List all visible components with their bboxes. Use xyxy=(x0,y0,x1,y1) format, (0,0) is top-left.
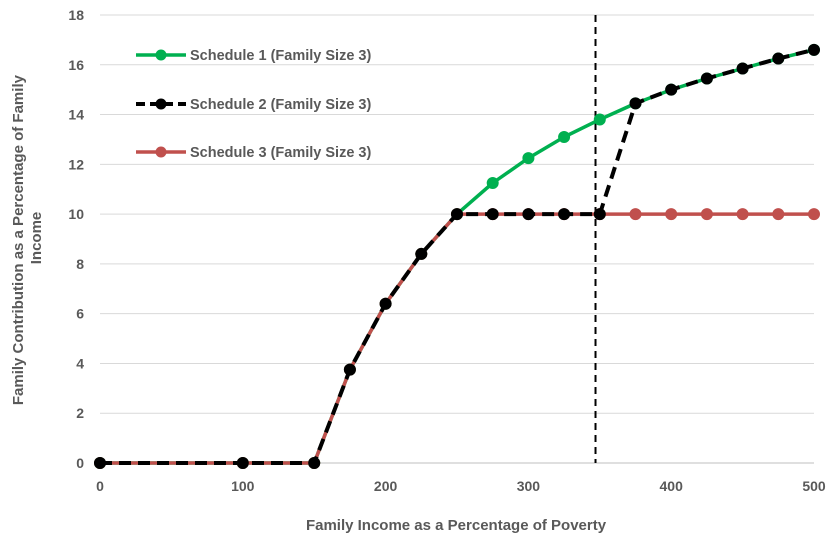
data-point xyxy=(415,247,428,260)
x-tick-label: 0 xyxy=(96,478,104,494)
legend-swatch-marker xyxy=(155,146,167,158)
series-2 xyxy=(94,43,820,469)
data-point xyxy=(736,62,749,75)
data-point xyxy=(486,208,499,221)
data-point xyxy=(593,208,606,221)
data-point xyxy=(558,130,571,143)
y-axis-title-line-1: Family Contribution as a Percentage of F… xyxy=(10,74,27,405)
x-tick-label: 100 xyxy=(231,478,255,494)
y-tick-label: 4 xyxy=(76,355,84,371)
x-tick-label: 300 xyxy=(517,478,541,494)
y-tick-label: 18 xyxy=(68,7,84,23)
data-point xyxy=(522,208,535,221)
legend: Schedule 1 (Family Size 3) Schedule 2 (Fa… xyxy=(136,48,371,161)
y-tick-label: 6 xyxy=(76,306,84,322)
y-tick-label: 10 xyxy=(68,206,84,222)
data-point xyxy=(236,457,249,469)
data-point xyxy=(629,97,642,110)
data-point xyxy=(451,208,463,221)
data-point xyxy=(522,152,535,165)
data-point xyxy=(665,208,678,221)
data-point xyxy=(94,457,106,469)
series-3 xyxy=(94,208,820,469)
data-point xyxy=(308,457,321,469)
data-point xyxy=(593,113,606,126)
series-group xyxy=(94,43,820,469)
y-axis-title-line-2: Income xyxy=(28,212,45,265)
data-point xyxy=(736,208,749,221)
x-axis-title: Family Income as a Percentage of Poverty xyxy=(306,517,607,534)
y-tick-label: 2 xyxy=(76,405,84,421)
data-point xyxy=(486,177,499,189)
data-point xyxy=(700,208,713,221)
legend-item-1: Schedule 1 (Family Size 3) xyxy=(136,48,371,64)
data-point xyxy=(343,363,356,376)
data-point xyxy=(700,72,713,85)
data-point xyxy=(379,297,392,310)
y-axis-title: Family Contribution as a Percentage of F… xyxy=(10,71,45,405)
y-tick-label: 0 xyxy=(76,455,84,471)
legend-item-2: Schedule 2 (Family Size 3) xyxy=(136,97,371,113)
legend-label: Schedule 3 (Family Size 3) xyxy=(190,145,371,161)
x-tick-label: 500 xyxy=(802,478,826,494)
data-point xyxy=(558,208,571,221)
legend-label: Schedule 1 (Family Size 3) xyxy=(190,48,371,64)
legend-swatch-marker xyxy=(155,49,167,61)
y-tick-label: 8 xyxy=(76,256,84,272)
data-point xyxy=(808,43,820,56)
legend-label: Schedule 2 (Family Size 3) xyxy=(190,97,371,113)
data-point xyxy=(772,52,785,65)
x-tick-label: 400 xyxy=(660,478,684,494)
legend-swatch-marker xyxy=(155,98,167,110)
legend-item-3: Schedule 3 (Family Size 3) xyxy=(136,145,371,161)
data-point xyxy=(772,208,785,221)
y-tick-label: 12 xyxy=(68,156,84,172)
data-point xyxy=(808,208,820,221)
axes: 0 2 4 6 8 10 12 14 16 18 0 100 200 300 400 500 xyxy=(68,7,825,494)
data-point xyxy=(629,208,642,221)
y-tick-label: 16 xyxy=(68,57,84,73)
y-tick-label: 14 xyxy=(68,107,84,123)
series-line xyxy=(100,212,814,465)
data-point xyxy=(665,83,678,96)
x-tick-label: 200 xyxy=(374,478,398,494)
